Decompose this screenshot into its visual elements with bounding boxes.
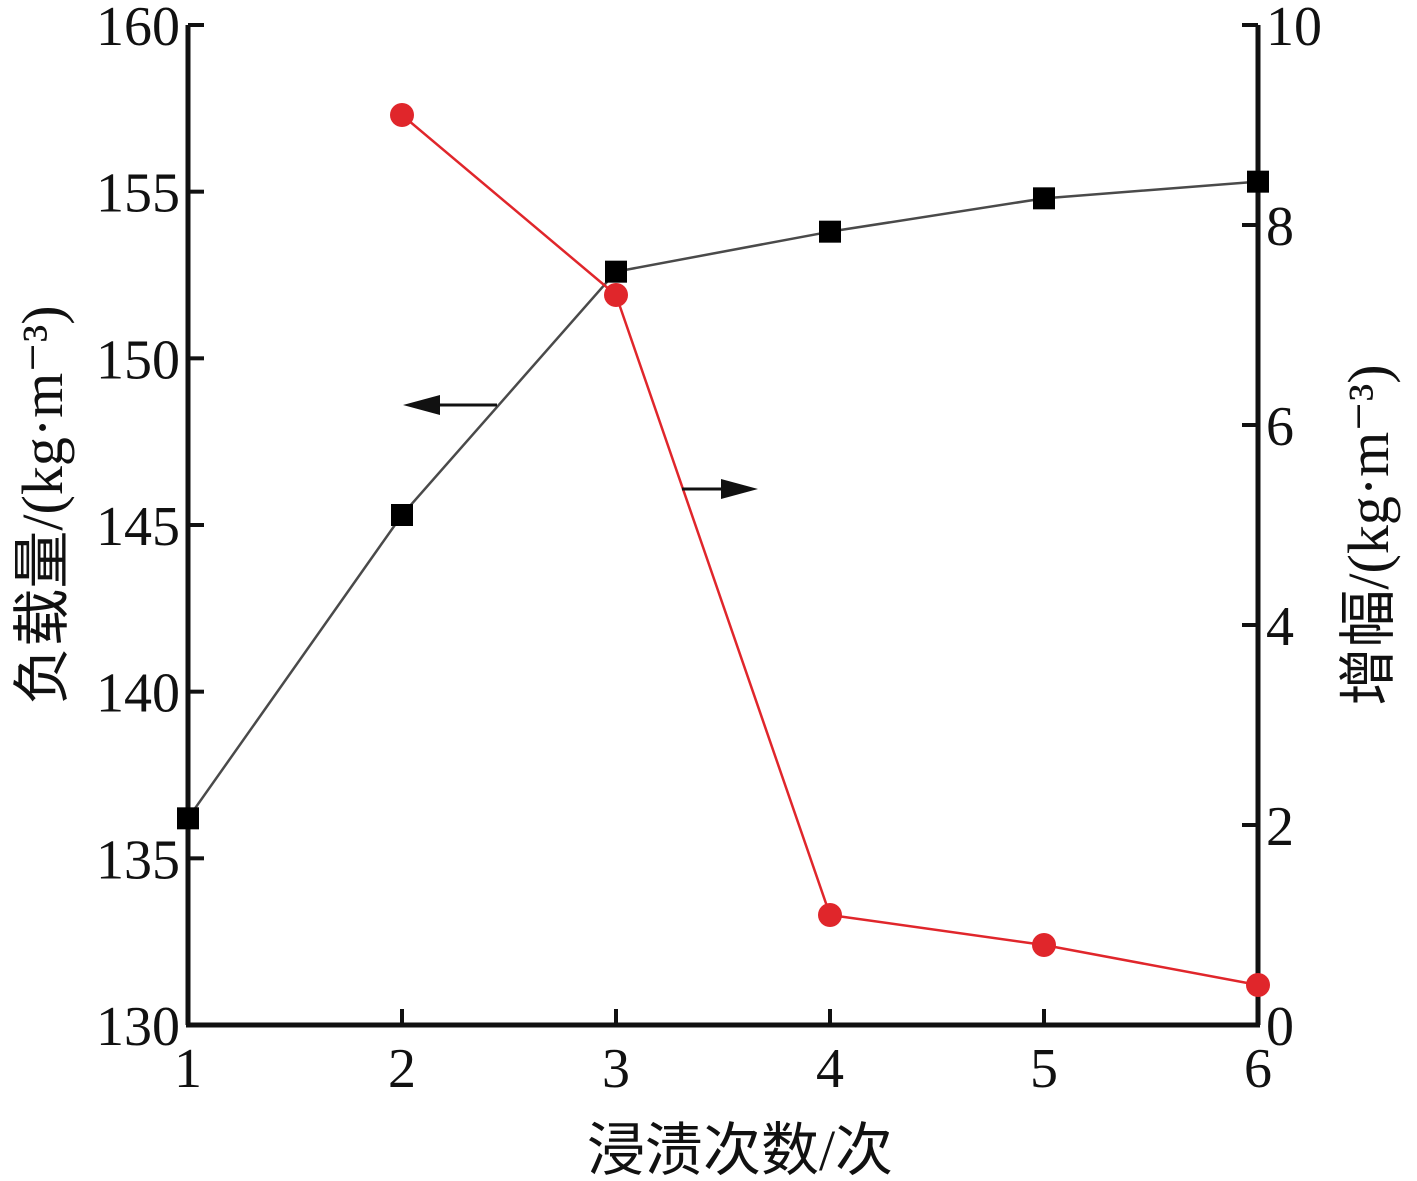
y-right-tick-label: 4 bbox=[1266, 596, 1294, 658]
y-right-tick-label: 0 bbox=[1266, 996, 1294, 1058]
ticks: 1 2 3 4 5 6 130 135 140 145 150 155 160 0 2 4 6 8 10 bbox=[96, 0, 1322, 1100]
axes bbox=[185, 25, 1261, 1028]
y-left-tick-label: 140 bbox=[96, 663, 180, 725]
y-left-tick-label: 150 bbox=[96, 329, 180, 391]
y-left-tick-label: 160 bbox=[96, 0, 180, 58]
x-tick-label: 2 bbox=[388, 1038, 416, 1100]
x-axis-title: 浸渍次数/次 bbox=[587, 1118, 893, 1181]
series-2-point bbox=[1246, 973, 1270, 997]
series-2-point bbox=[604, 283, 628, 307]
x-tick-label: 5 bbox=[1030, 1038, 1058, 1100]
y-left-tick-label: 135 bbox=[96, 829, 180, 891]
y-axis-right-title: 增幅/(kg·m⁻³) bbox=[1336, 364, 1401, 705]
series-1-point bbox=[391, 504, 413, 526]
series-1-line bbox=[186, 180, 1259, 820]
x-tick-label: 4 bbox=[816, 1038, 844, 1100]
y-right-tick-label: 2 bbox=[1266, 796, 1294, 858]
x-tick-label: 3 bbox=[602, 1038, 630, 1100]
y-left-tick-label: 130 bbox=[96, 996, 180, 1058]
x-tick-label: 1 bbox=[174, 1038, 202, 1100]
series-2-point bbox=[818, 903, 842, 927]
axis-indicator-arrows bbox=[403, 395, 758, 499]
series-2-point bbox=[390, 103, 414, 127]
left-axis-arrow-head bbox=[403, 395, 440, 415]
right-axis-arrow-head bbox=[721, 479, 758, 499]
series-layer bbox=[177, 103, 1270, 997]
y-left-tick-label: 155 bbox=[96, 163, 180, 225]
y-left-tick-label: 145 bbox=[96, 496, 180, 558]
x-tick-label: 6 bbox=[1244, 1038, 1272, 1100]
y-right-tick-label: 6 bbox=[1266, 396, 1294, 458]
series-1-point bbox=[1033, 187, 1055, 210]
series-2-point bbox=[1032, 933, 1056, 957]
y-right-tick-label: 8 bbox=[1266, 196, 1294, 258]
series-2-line bbox=[401, 114, 1259, 987]
series-1-point bbox=[177, 807, 199, 830]
series-1-point bbox=[605, 260, 627, 283]
y-right-tick-label: 10 bbox=[1266, 0, 1322, 58]
series-1-point bbox=[1247, 170, 1269, 193]
series-1-point bbox=[819, 220, 841, 243]
y-axis-left-title: 负载量/(kg·m⁻³) bbox=[10, 305, 75, 704]
